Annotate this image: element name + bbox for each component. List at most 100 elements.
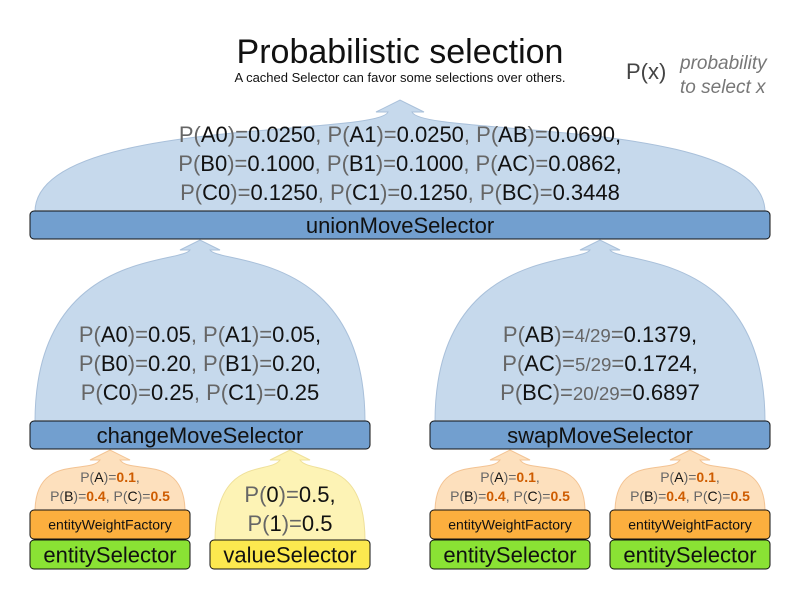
prob-eq: )= <box>376 122 396 147</box>
prob-prefix: P( <box>247 511 270 536</box>
entity-selector-swap-1-label: entitySelector <box>443 542 576 567</box>
prob-value: 0.1250 <box>400 180 467 205</box>
prob-value: 0.1250 <box>250 180 317 205</box>
entity-weight-factory-change-label: entityWeightFactory <box>48 517 171 533</box>
prob-key: A <box>94 469 104 485</box>
prob-key: BC <box>502 180 533 205</box>
prob-key: B0 <box>101 351 128 376</box>
entity-weight-factory-swap-2[interactable] <box>609 509 771 540</box>
prob-value: 0.1379 <box>624 322 691 347</box>
prob-value: 0.5 <box>302 511 333 536</box>
prob-key: BC <box>522 380 553 405</box>
prob-value: 0.1 <box>116 469 136 485</box>
union-prob-line: P(B0)=0.1000, P(B1)=0.1000, P(AC)=0.0862… <box>178 151 621 176</box>
prob-prefix: P( <box>203 351 226 376</box>
prob-prefix: P( <box>500 380 523 405</box>
prob-prefix: P( <box>630 488 644 504</box>
prob-prefix: P( <box>114 488 128 504</box>
prob-key: A0 <box>101 322 128 347</box>
prob-eq: )= <box>73 488 86 504</box>
prob-prefix: P( <box>206 380 229 405</box>
change-prob-line: P(A0)=0.05, P(A1)=0.05, <box>79 322 321 347</box>
prob-value: 0.6897 <box>633 380 700 405</box>
union-move-selector[interactable] <box>29 210 771 240</box>
entity-weight-factory-swap-1[interactable] <box>429 509 591 540</box>
swap-prob-line: P(AB)=4/29=0.1379, <box>503 322 697 347</box>
prob-sep: , <box>191 351 203 376</box>
prob-key: A <box>674 469 684 485</box>
prob-sep: , <box>691 322 697 347</box>
prob-eq: )= <box>131 380 151 405</box>
value-selector[interactable] <box>209 539 371 570</box>
entity-weight-factory-swap-2-label: entityWeightFactory <box>628 517 751 533</box>
prob-prefix: P( <box>179 122 202 147</box>
title: Probabilistic selection <box>237 33 564 71</box>
prob-key: AB <box>498 122 527 147</box>
entity-selector-swap-1[interactable] <box>429 539 591 570</box>
prob-eq: )= <box>473 488 486 504</box>
legend-line1: probability <box>679 53 768 74</box>
change-arrow <box>34 239 366 423</box>
prob-value: 0.5 <box>730 488 750 504</box>
prob-value: 0.4 <box>86 488 106 504</box>
prob-eq: = <box>611 322 624 347</box>
entity-selector-change[interactable] <box>29 539 191 570</box>
prob-sep: , <box>536 469 540 485</box>
prob-sep: , <box>318 180 330 205</box>
prob-value: 0.0690 <box>548 122 615 147</box>
entity-weight-factory-swap-1-label: entityWeightFactory <box>448 517 571 533</box>
prob-value: 0.05 <box>272 322 315 347</box>
swap-prob-line: P(AC)=5/29=0.1724, <box>502 351 697 376</box>
entity-weight-factory-change[interactable] <box>29 509 191 540</box>
entity-weight-prob-change-line: P(A)=0.1, <box>80 469 140 485</box>
prob-fraction: 5/29 <box>575 354 611 375</box>
prob-eq: )= <box>553 380 573 405</box>
entity-weight-prob-swap-1-line: P(A)=0.1, <box>480 469 540 485</box>
prob-key: C0 <box>103 380 131 405</box>
prob-key: C <box>128 488 138 504</box>
prob-value: 0.20 <box>148 351 191 376</box>
prob-sep: , <box>615 122 621 147</box>
entity-selector-swap-2-label: entitySelector <box>623 542 756 567</box>
prob-sep: , <box>468 180 480 205</box>
value-prob-line: P(0)=0.5, <box>244 482 335 507</box>
prob-key: B1 <box>349 151 376 176</box>
prob-eq: )= <box>653 488 666 504</box>
change-prob-line: P(C0)=0.25, P(C1)=0.25 <box>81 380 320 405</box>
entity-weight-arrow-swap-1 <box>434 449 586 513</box>
prob-value: 0.20 <box>272 351 315 376</box>
prob-prefix: P( <box>80 469 94 485</box>
prob-key: B1 <box>225 351 252 376</box>
prob-eq: )= <box>282 511 302 536</box>
prob-prefix: P( <box>50 488 64 504</box>
prob-eq: )= <box>279 482 299 507</box>
prob-prefix: P( <box>79 351 102 376</box>
prob-value: 0.4 <box>666 488 686 504</box>
swap-move-selector[interactable] <box>429 420 771 450</box>
prob-eq: )= <box>718 488 731 504</box>
prob-prefix: P( <box>244 482 267 507</box>
change-move-selector[interactable] <box>29 420 371 450</box>
prob-eq: )= <box>230 180 250 205</box>
prob-key: A1 <box>225 322 252 347</box>
prob-prefix: P( <box>476 122 499 147</box>
prob-eq: = <box>620 380 633 405</box>
prob-key: 0 <box>266 482 278 507</box>
prob-eq: )= <box>228 122 248 147</box>
prob-key: B <box>644 488 653 504</box>
prob-eq: )= <box>554 322 574 347</box>
prob-key: A1 <box>350 122 377 147</box>
prob-prefix: P( <box>503 322 526 347</box>
prob-eq: )= <box>138 488 151 504</box>
prob-key: B <box>464 488 473 504</box>
change-move-selector-label: changeMoveSelector <box>97 423 304 448</box>
prob-prefix: P( <box>450 488 464 504</box>
prob-eq: )= <box>252 322 272 347</box>
prob-sep: , <box>194 380 206 405</box>
entity-selector-swap-2[interactable] <box>609 539 771 570</box>
prob-value: 0.25 <box>276 380 319 405</box>
prob-sep: , <box>686 488 694 504</box>
prob-key: B0 <box>200 151 227 176</box>
union-prob-line: P(A0)=0.0250, P(A1)=0.0250, P(AB)=0.0690… <box>179 122 621 147</box>
prob-key: C1 <box>228 380 256 405</box>
